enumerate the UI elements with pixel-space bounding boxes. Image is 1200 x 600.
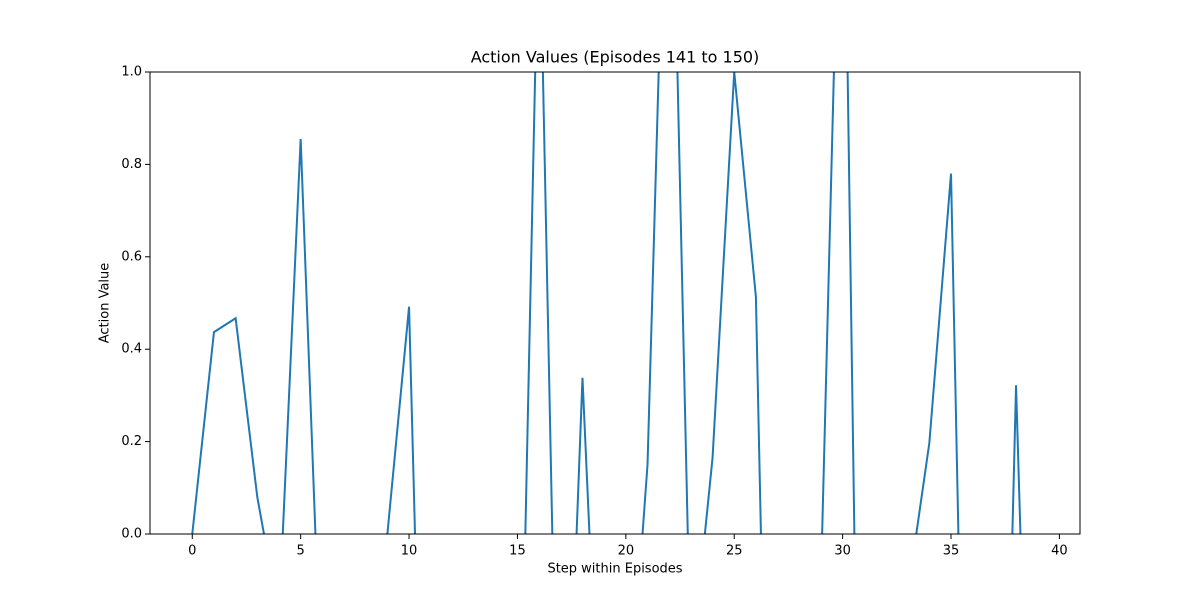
plot-frame <box>149 71 1081 535</box>
x-axis-label: Step within Episodes <box>547 562 682 577</box>
y-tick-label: 0.6 <box>121 249 142 264</box>
y-tick-label: 0.4 <box>121 342 142 357</box>
y-tick-label: 0.0 <box>121 527 142 542</box>
x-tick-label: 15 <box>509 544 526 559</box>
x-tick-label: 40 <box>1051 544 1068 559</box>
x-tick-label: 10 <box>401 544 418 559</box>
x-tick-label: 5 <box>297 544 305 559</box>
x-tick-label: 30 <box>834 544 851 559</box>
x-tick-label: 35 <box>943 544 960 559</box>
chart-title: Action Values (Episodes 141 to 150) <box>471 48 760 67</box>
x-tick-label: 25 <box>726 544 743 559</box>
y-tick-label: 0.2 <box>121 434 142 449</box>
y-axis-label: Action Value <box>98 263 113 344</box>
y-tick-label: 0.8 <box>121 157 142 172</box>
x-tick-label: 20 <box>618 544 635 559</box>
y-tick-label: 1.0 <box>121 65 142 80</box>
x-tick-label: 0 <box>188 544 196 559</box>
